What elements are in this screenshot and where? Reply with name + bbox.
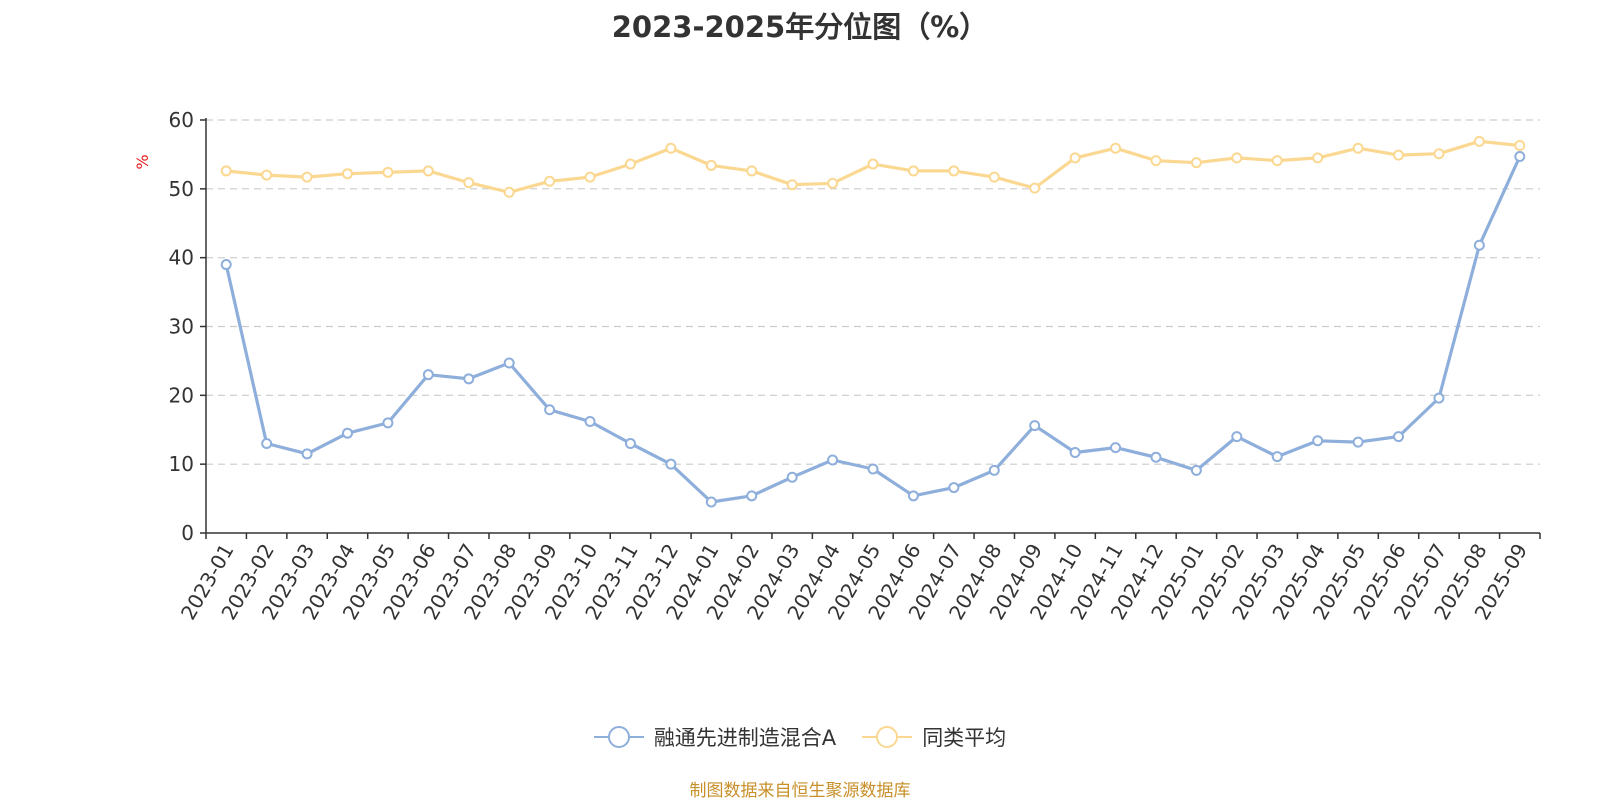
y-axis-unit-label: %	[133, 154, 152, 169]
series-0-point[interactable]	[1433, 392, 1445, 404]
series-0-point[interactable]	[746, 490, 758, 502]
series-0-point[interactable]	[1029, 420, 1041, 432]
series-0-point[interactable]	[867, 463, 879, 475]
y-tick-label: 50	[169, 177, 194, 201]
y-tick-label: 40	[169, 246, 194, 270]
series-1-point[interactable]	[1514, 139, 1526, 151]
series-1-point[interactable]	[786, 179, 798, 191]
series-1-point[interactable]	[1473, 135, 1485, 147]
series-1-point[interactable]	[1352, 142, 1364, 154]
legend-item-series-1[interactable]: 同类平均	[862, 722, 1006, 752]
series-1-point[interactable]	[584, 171, 596, 183]
series-1-point[interactable]	[705, 159, 717, 171]
series-1-point[interactable]	[1029, 182, 1041, 194]
series-1-point[interactable]	[1231, 152, 1243, 164]
series-0-point[interactable]	[1069, 446, 1081, 458]
axes: 01020304050602023-012023-022023-032023-0…	[169, 108, 1541, 624]
series-0-point[interactable]	[1150, 451, 1162, 463]
series-1-point[interactable]	[301, 171, 313, 183]
series-1-point[interactable]	[1393, 149, 1405, 161]
legend-line-circle-icon	[862, 726, 913, 748]
legend-line-circle-icon	[593, 726, 644, 748]
series-0-point[interactable]	[1190, 464, 1202, 476]
series-0-point[interactable]	[1312, 435, 1324, 447]
series-1-point[interactable]	[907, 165, 919, 177]
series-1-point[interactable]	[1069, 152, 1081, 164]
series-1-point[interactable]	[1150, 155, 1162, 167]
series-0-point[interactable]	[544, 404, 556, 416]
series-0-point[interactable]	[988, 464, 1000, 476]
series-0-point[interactable]	[1231, 431, 1243, 443]
series-0-point[interactable]	[261, 438, 273, 450]
series-0-point[interactable]	[301, 448, 313, 460]
series-0-point[interactable]	[503, 357, 515, 369]
series-1-point[interactable]	[220, 165, 232, 177]
series-1-point[interactable]	[948, 165, 960, 177]
y-tick-label: 30	[169, 315, 194, 339]
series-0-point[interactable]	[1393, 431, 1405, 443]
series-1-point[interactable]	[382, 166, 394, 178]
series-1-point[interactable]	[665, 142, 677, 154]
y-tick-label: 60	[169, 108, 194, 132]
series-0-point[interactable]	[624, 438, 636, 450]
series-1-point[interactable]	[1433, 148, 1445, 160]
series-0-point[interactable]	[463, 373, 475, 385]
legend-label-series-0: 融通先进制造混合A	[653, 726, 837, 750]
series-1-point[interactable]	[422, 165, 434, 177]
series-0-point[interactable]	[827, 454, 839, 466]
series-1-point[interactable]	[341, 168, 353, 180]
series-1-point[interactable]	[827, 177, 839, 189]
grid-lines	[206, 119, 1540, 465]
series-1-point[interactable]	[867, 158, 879, 170]
series-0-point[interactable]	[1352, 436, 1364, 448]
y-tick-label: 0	[181, 521, 194, 545]
series-0-point[interactable]	[1110, 442, 1122, 454]
series-layer	[220, 135, 1526, 508]
series-0-point[interactable]	[1473, 239, 1485, 251]
series-1-point[interactable]	[1271, 155, 1283, 167]
legend-item-series-0[interactable]: 融通先进制造混合A	[593, 722, 837, 752]
series-0-point[interactable]	[705, 496, 717, 508]
y-tick-label: 10	[169, 452, 194, 476]
series-0-point[interactable]	[1514, 150, 1526, 162]
series-1-point[interactable]	[746, 165, 758, 177]
series-1-point[interactable]	[624, 158, 636, 170]
series-0-point[interactable]	[907, 490, 919, 502]
series-0-point[interactable]	[665, 458, 677, 470]
series-1-point[interactable]	[261, 169, 273, 181]
y-tick-label: 20	[169, 383, 194, 407]
series-1-point[interactable]	[544, 175, 556, 187]
series-1-point[interactable]	[1110, 142, 1122, 154]
series-0-point[interactable]	[786, 471, 798, 483]
legend-label-series-1: 同类平均	[922, 726, 1007, 750]
legend: 融通先进制造混合A 同类平均	[0, 722, 1600, 752]
source-note: 制图数据来自恒生聚源数据库	[689, 781, 911, 801]
series-1-point[interactable]	[463, 177, 475, 189]
series-0-point[interactable]	[584, 415, 596, 427]
series-1-point[interactable]	[988, 171, 1000, 183]
series-0-point[interactable]	[382, 417, 394, 429]
series-1-point[interactable]	[1190, 157, 1202, 169]
series-0-point[interactable]	[341, 427, 353, 439]
series-0-point[interactable]	[948, 482, 960, 494]
series-0-point[interactable]	[1271, 451, 1283, 463]
series-line-0	[224, 155, 1522, 504]
series-1-point[interactable]	[1312, 152, 1324, 164]
series-0-point[interactable]	[422, 369, 434, 381]
chart-title: 2023-2025年分位图（%）	[611, 10, 989, 44]
series-0-point[interactable]	[220, 259, 232, 271]
series-1-point[interactable]	[503, 186, 515, 198]
